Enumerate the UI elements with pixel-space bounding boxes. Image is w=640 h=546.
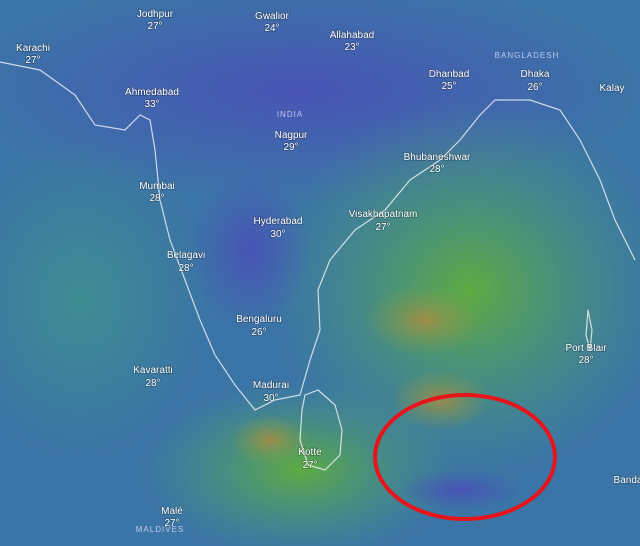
city-temp: 28° [429, 164, 444, 175]
city-name: Dhaka [521, 69, 550, 80]
regions: INDIA BANGLADESH MALDIVES [136, 51, 560, 534]
city-name: Bengaluru [236, 314, 282, 325]
city-name: Jodhpur [137, 9, 174, 20]
city-name: Hyderabad [254, 216, 303, 227]
coastline [0, 61, 636, 471]
city-name: Banda [614, 475, 640, 486]
city-name: Karachi [16, 43, 50, 54]
city-temp: 27° [147, 21, 162, 32]
city-temp: 33° [144, 99, 159, 110]
city-temp: 28° [578, 355, 593, 366]
region-label: INDIA [277, 110, 303, 119]
city-temp: 27° [302, 460, 317, 471]
city-temp: 28° [149, 193, 164, 204]
city-temp: 29° [283, 142, 298, 153]
city-name: Malé [161, 506, 183, 517]
city-temp: 26° [527, 82, 542, 93]
city-temp: 23° [344, 42, 359, 53]
city-name: Madurai [253, 380, 289, 391]
city-labels: Jodhpur 27° Gwalior 24° Allahabad 23° Ka… [15, 8, 640, 530]
city-name: Belagavi [167, 250, 205, 261]
city-name: Ahmedabad [125, 87, 179, 98]
region-label: BANGLADESH [495, 51, 560, 60]
city-temp: 24° [264, 23, 279, 34]
city-name: Kalay [599, 83, 624, 94]
city-name: Port Blair [565, 343, 607, 354]
city-name: Dhanbad [429, 69, 470, 80]
city-name: Gwalior [255, 11, 290, 22]
city-name: Mumbai [139, 181, 175, 192]
city-name: Kavaratti [133, 365, 172, 376]
city-temp: 30° [270, 229, 285, 240]
city-temp: 28° [145, 378, 160, 389]
city-temp: 27° [164, 518, 179, 529]
city-name: Kotte [298, 447, 322, 458]
city-temp: 27° [375, 222, 390, 233]
region-label: MALDIVES [136, 525, 184, 534]
city-name: Nagpur [275, 130, 308, 141]
city-temp: 26° [251, 327, 266, 338]
city-temp: 25° [441, 81, 456, 92]
city-temp: 28° [178, 263, 193, 274]
city-name: Allahabad [330, 30, 374, 41]
city-name: Bhubaneshwar [404, 152, 471, 163]
highlight-circle [373, 393, 557, 521]
city-temp: 27° [25, 55, 40, 66]
city-temp: 30° [263, 393, 278, 404]
city-name: Visakhapatnam [349, 209, 418, 220]
